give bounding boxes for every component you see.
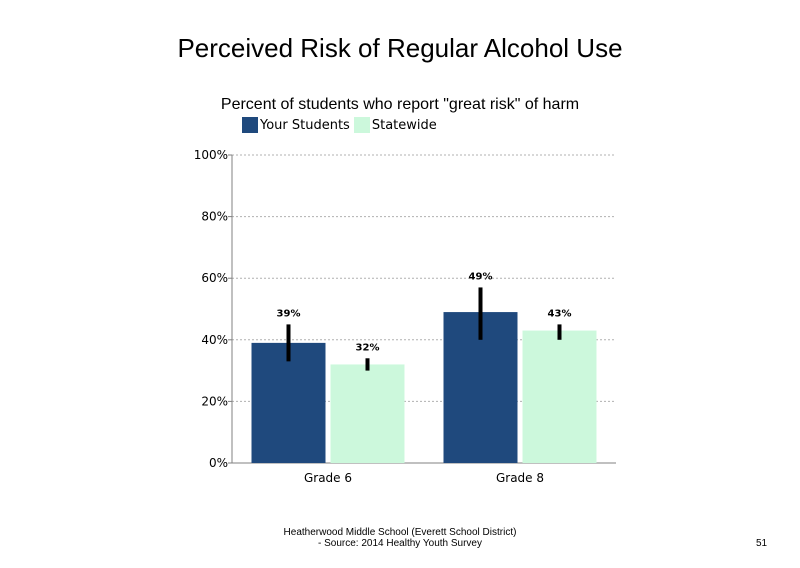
footer-school: Heatherwood Middle School (Everett Schoo… [283, 527, 517, 538]
legend-label-your-students: Your Students [260, 117, 350, 133]
footer: Heatherwood Middle School (Everett Schoo… [200, 527, 600, 549]
y-tick-label: 40% [201, 333, 228, 347]
legend-item-statewide: Statewide [353, 117, 437, 133]
legend-label-statewide: Statewide [371, 117, 437, 133]
data-label: 39% [277, 308, 301, 319]
legend-swatch-your-students [242, 117, 258, 133]
y-tick-label: 60% [201, 271, 228, 285]
x-tick-label: Grade 8 [496, 471, 544, 485]
chart-title: Perceived Risk of Regular Alcohol Use [177, 33, 623, 63]
page-number: 51 [756, 538, 768, 549]
chart-legend: Your Students Statewide [242, 117, 441, 133]
data-label: 49% [469, 271, 493, 282]
data-label: 32% [356, 342, 380, 353]
data-label: 43% [548, 308, 572, 319]
legend-item-your-students: Your Students [242, 117, 350, 133]
y-tick-label: 100% [194, 148, 228, 162]
x-tick-label: Grade 6 [304, 471, 352, 485]
chart-subtitle: Percent of students who report "great ri… [220, 96, 580, 113]
y-tick-label: 80% [201, 210, 228, 224]
y-tick-label: 0% [209, 456, 228, 470]
footer-source: - Source: 2014 Healthy Youth Survey [318, 538, 482, 549]
bar [330, 364, 405, 463]
legend-swatch-statewide [353, 117, 370, 133]
bar [251, 342, 326, 463]
y-tick-label: 20% [201, 394, 228, 408]
bar [522, 330, 597, 463]
